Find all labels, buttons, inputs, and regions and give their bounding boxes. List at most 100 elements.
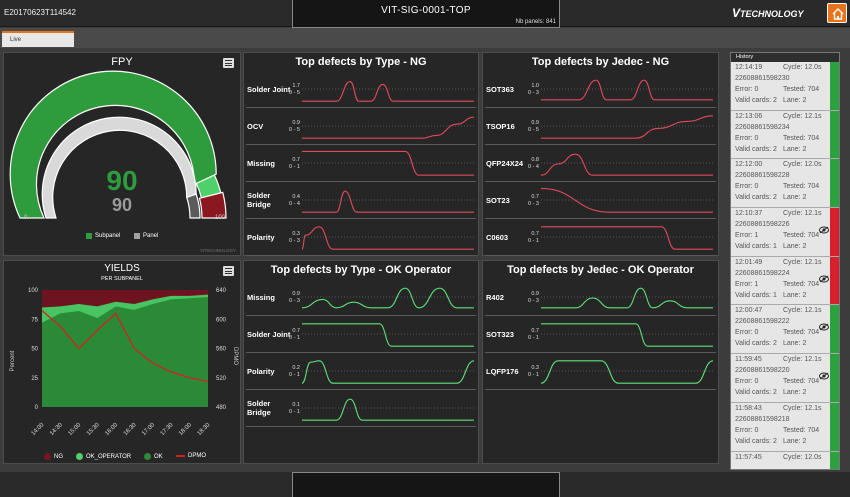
history-entry[interactable]: 12:00:47 Cycle: 12.1s 22608861598222 Error:… xyxy=(731,305,839,355)
history-entry[interactable]: 12:10:37 Cycle: 12.1s 22608861598226 Error:… xyxy=(731,208,839,257)
history-lane: Lane: 2 xyxy=(783,340,807,348)
ok-type-panel: Top defects by Type - OK Operator Missin… xyxy=(243,260,479,464)
defect-row[interactable]: OCV 0.9 0 - 5 xyxy=(246,108,476,145)
history-entry[interactable]: 12:14:19 Cycle: 12.0s 22608861598230 Error:… xyxy=(731,62,839,111)
history-title: History xyxy=(731,53,839,62)
x-tick: 18:00 xyxy=(178,422,193,437)
y-tick-left: 75 xyxy=(31,317,38,323)
defect-row[interactable]: QFP24X24 0.8 0 - 4 xyxy=(485,145,716,182)
history-valid-cards: Valid cards: 2 xyxy=(735,340,777,348)
history-panel[interactable]: History 12:14:19 Cycle: 12.0s 226088615982… xyxy=(730,52,840,470)
line-dpmo xyxy=(41,309,209,383)
history-tested: Tested: 704 xyxy=(783,280,820,288)
history-serial: 22608861598222 xyxy=(735,318,790,326)
y-tick-left: 50 xyxy=(31,347,38,353)
fpy-menu-button[interactable] xyxy=(223,58,234,68)
defect-row[interactable]: Polarity 0.2 0 - 1 xyxy=(246,353,476,390)
history-entry[interactable]: 12:01:49 Cycle: 12.1s 22608861598224 Error:… xyxy=(731,256,839,306)
ok-jedec-title: Top defects by Jedec - OK Operator xyxy=(507,264,694,276)
history-valid-cards: Valid cards: 2 xyxy=(735,97,777,104)
history-time: 12:14:19 xyxy=(735,64,763,71)
legend-ok[interactable]: OK xyxy=(144,453,163,460)
history-time: 11:57:45 xyxy=(735,453,762,461)
status-bar xyxy=(830,208,839,256)
defect-row-range: 0 - 1 xyxy=(288,164,300,170)
status-bar xyxy=(830,402,839,451)
brand-logo: VTECHNOLOGY xyxy=(732,6,804,20)
home-button[interactable] xyxy=(827,3,847,23)
defect-row[interactable]: SOT323 0.7 0 - 1 xyxy=(485,316,716,353)
eye-icon[interactable] xyxy=(819,323,829,331)
eye-icon[interactable] xyxy=(819,372,829,380)
x-tick: 16:00 xyxy=(104,422,119,437)
defect-row-label: QFP24X24 xyxy=(486,158,524,168)
sparkline xyxy=(541,287,713,309)
x-tick: 17:30 xyxy=(160,422,175,437)
sparkline xyxy=(541,226,713,250)
fpy-legend-panel[interactable]: Panel xyxy=(134,233,158,239)
defect-row-max: 0.7 xyxy=(531,194,539,200)
history-lane: Lane: 2 xyxy=(783,97,807,104)
defect-row[interactable]: Solder Joint 1.7 0 - 5 xyxy=(246,71,476,108)
y-tick-right: 600 xyxy=(216,317,227,323)
history-cycle: Cycle: 12.1s xyxy=(783,112,822,120)
history-error: Error: 0 xyxy=(735,183,759,191)
y-tick-right: 560 xyxy=(216,347,227,353)
history-time: 12:12:00 xyxy=(735,161,763,169)
defect-row-max: 0.9 xyxy=(292,291,300,297)
defect-row[interactable]: Polarity 0.3 0 - 3 xyxy=(246,219,476,256)
history-tested: Tested: 704 xyxy=(783,183,820,191)
history-valid-cards: Valid cards: 2 xyxy=(735,194,777,202)
defect-row[interactable]: Missing 0.9 0 - 3 xyxy=(246,279,476,316)
sparkline xyxy=(302,287,474,309)
defect-row-max: 0.9 xyxy=(531,120,539,126)
history-serial: 22608861598224 xyxy=(735,269,790,277)
defect-row[interactable]: LQFP176 0.3 0 - 1 xyxy=(485,353,716,390)
defect-row[interactable]: Missing 0.7 0 - 1 xyxy=(246,145,476,182)
eye-icon[interactable] xyxy=(819,226,829,234)
legend-dpmo[interactable]: DPMO xyxy=(176,453,206,459)
tab-live[interactable]: Live xyxy=(2,31,74,47)
history-entry[interactable]: 11:59:45 Cycle: 12.1s 22608861598220 Error:… xyxy=(731,354,839,403)
fpy-subpanel-value: 90 xyxy=(106,165,138,196)
defect-row[interactable]: TSOP16 0.9 0 - 5 xyxy=(485,108,716,145)
history-tested: Tested: 704 xyxy=(783,329,820,337)
defect-row[interactable]: Solder Joint 0.7 0 - 1 xyxy=(246,316,476,353)
history-cycle: Cycle: 12.0s xyxy=(783,161,822,169)
fpy-gauge xyxy=(9,70,227,219)
defect-row-max: 0.7 xyxy=(531,231,539,237)
legend-ok-operator[interactable]: OK_OPERATOR xyxy=(76,453,131,460)
defect-row-range: 0 - 1 xyxy=(527,372,539,378)
legend-ng[interactable]: NG xyxy=(44,453,63,460)
defect-row[interactable]: Solder Bridge 0.4 0 - 4 xyxy=(246,182,476,219)
history-entry[interactable]: 11:58:43 Cycle: 12.1s 22608861598218 Error:… xyxy=(731,402,839,452)
history-valid-cards: Valid cards: 2 xyxy=(735,389,777,397)
defect-row[interactable]: SOT23 0.7 0 - 3 xyxy=(485,182,716,219)
status-bar xyxy=(830,159,839,208)
defect-row-max: 0.2 xyxy=(292,365,300,371)
defect-row[interactable]: Solder Bridge 0.1 0 - 1 xyxy=(246,390,476,427)
sparkline xyxy=(302,116,474,139)
history-entry[interactable]: 12:13:06 Cycle: 12.1s 22608861598234 Error:… xyxy=(731,110,839,160)
history-entry[interactable]: 11:57:45 Cycle: 12.0s xyxy=(731,451,839,469)
history-error: Error: 0 xyxy=(735,86,759,93)
sparkline xyxy=(302,190,474,213)
nb-panels: Nb panels: 841 xyxy=(515,19,556,25)
defect-row-label: TSOP16 xyxy=(486,121,515,131)
eye-icon[interactable] xyxy=(819,275,829,283)
history-entry[interactable]: 12:12:00 Cycle: 12.0s 22608861598228 Error:… xyxy=(731,159,839,209)
yields-chart: 100 75 50 25 0 640 600 560 520 480 14:00 14:30 15:00… xyxy=(10,288,238,437)
history-tested: Tested: 704 xyxy=(783,426,820,434)
yields-menu-button[interactable] xyxy=(223,266,234,276)
defect-row[interactable]: R402 0.9 0 - 3 xyxy=(485,279,716,316)
y-tick-left: 0 xyxy=(35,405,39,411)
defect-row-label: R402 xyxy=(486,292,504,302)
defect-row-range: 0 - 1 xyxy=(527,335,539,341)
fpy-legend-subpanel[interactable]: Subpanel xyxy=(86,233,120,239)
history-serial: 22608861598228 xyxy=(735,172,790,180)
defect-row-label: OCV xyxy=(247,121,264,131)
ng-jedec-title: Top defects by Jedec - NG xyxy=(531,56,670,68)
defect-row[interactable]: SOT363 1.0 0 - 3 xyxy=(485,71,716,108)
defect-row[interactable]: C0603 0.7 0 - 1 xyxy=(485,219,716,256)
defect-row-label: Polarity xyxy=(247,366,275,376)
